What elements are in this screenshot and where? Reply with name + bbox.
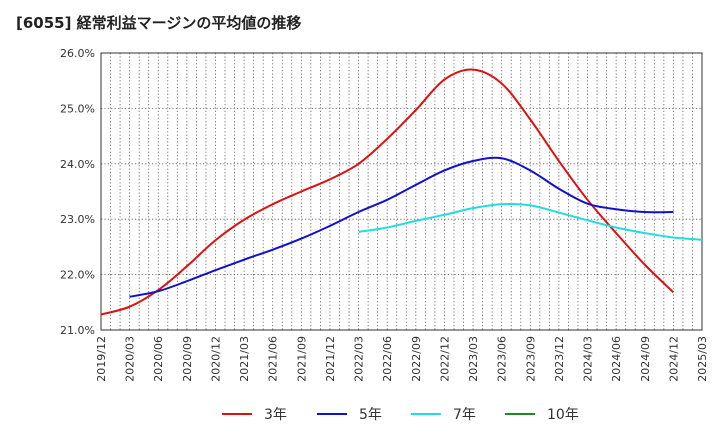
x-tick-label: 2020/03 bbox=[124, 336, 137, 382]
series-line-3年 bbox=[100, 68, 675, 316]
series-line-5年 bbox=[129, 156, 674, 298]
series-line-7年 bbox=[358, 203, 703, 241]
x-tick-label: 2020/12 bbox=[209, 336, 222, 382]
y-tick-label: 22.0% bbox=[60, 269, 95, 282]
x-tick-label: 2022/12 bbox=[438, 336, 451, 382]
x-tick-label: 2024/09 bbox=[639, 336, 652, 382]
y-tick-label: 25.0% bbox=[60, 102, 95, 115]
x-tick-label: 2021/03 bbox=[238, 336, 251, 382]
x-tick-label: 2024/06 bbox=[610, 336, 623, 382]
x-tick-label: 2022/06 bbox=[381, 336, 394, 382]
x-tick-label: 2024/12 bbox=[667, 336, 680, 382]
y-tick-label: 23.0% bbox=[60, 213, 95, 226]
x-tick-label: 2021/12 bbox=[324, 336, 337, 382]
x-tick-label: 2021/06 bbox=[267, 336, 280, 382]
chart-title: [6055] 経常利益マージンの平均値の推移 bbox=[16, 14, 302, 32]
legend-label: 3年 bbox=[264, 407, 287, 423]
x-tick-label: 2023/03 bbox=[467, 336, 480, 382]
x-tick-label: 2023/12 bbox=[553, 336, 566, 382]
x-tick-label: 2020/09 bbox=[181, 336, 194, 382]
x-tick-label: 2021/09 bbox=[295, 336, 308, 382]
plot-frame bbox=[100, 52, 703, 331]
legend-label: 7年 bbox=[453, 407, 476, 423]
y-tick-label: 26.0% bbox=[60, 47, 95, 60]
x-tick-label: 2023/09 bbox=[524, 336, 537, 382]
x-tick-label: 2022/03 bbox=[353, 336, 366, 382]
x-tick-label: 2024/03 bbox=[582, 336, 595, 382]
y-tick-label: 24.0% bbox=[60, 158, 95, 171]
x-tick-label: 2022/09 bbox=[410, 336, 423, 382]
y-tick-label: 21.0% bbox=[60, 324, 95, 337]
legend-label: 5年 bbox=[359, 407, 382, 423]
legend-label: 10年 bbox=[547, 407, 579, 423]
x-tick-label: 2019/12 bbox=[95, 336, 108, 382]
x-tick-label: 2023/06 bbox=[496, 336, 509, 382]
x-tick-label: 2020/06 bbox=[152, 336, 165, 382]
x-tick-label: 2025/03 bbox=[696, 336, 709, 382]
